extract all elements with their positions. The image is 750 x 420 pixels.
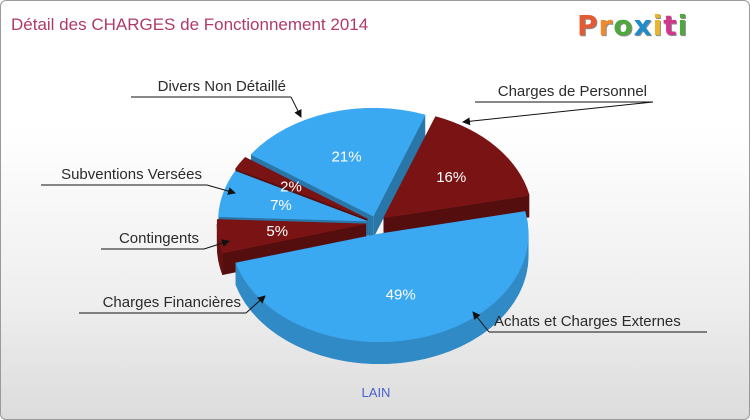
- slice-percent-label: 7%: [270, 197, 292, 214]
- callout-charges-financieres: Charges Financières: [79, 294, 266, 314]
- legend-label: Charges Financières: [103, 294, 241, 311]
- logo-letter: i: [677, 9, 689, 42]
- slice-percent-label: 49%: [386, 287, 416, 304]
- callout-charges-de-personnel: Charges de Personnel: [462, 83, 654, 126]
- slice-percent-label: 5%: [266, 223, 288, 240]
- logo-letter: t: [663, 9, 678, 42]
- callout-subventions-versees: Subventions Versées: [41, 166, 236, 195]
- logo-letter: i: [652, 9, 664, 42]
- slice-percent-label: 2%: [280, 178, 302, 195]
- legend-label: Contingents: [119, 230, 199, 247]
- legend-label: Divers Non Détaillé: [158, 78, 286, 95]
- logo-letter: o: [613, 9, 634, 42]
- proxiti-logo: Proxiti: [577, 9, 688, 42]
- logo-letter: P: [577, 9, 599, 42]
- slice-charges-financieres: [216, 219, 367, 254]
- slice-charges-de-personnel: [383, 116, 530, 219]
- callout-arrow: [472, 311, 490, 333]
- callout-arrow: [290, 96, 302, 118]
- logo-letter: x: [633, 9, 653, 42]
- chart-title: Détail des CHARGES de Fonctionnement 201…: [11, 15, 369, 34]
- legend-label: Achats et Charges Externes: [494, 313, 681, 330]
- slice-contingents: [218, 170, 368, 222]
- slice-percent-label: 21%: [332, 148, 362, 165]
- legend-label: Subventions Versées: [61, 166, 202, 183]
- callout-arrow: [203, 239, 230, 250]
- callout-arrow: [462, 101, 654, 126]
- callout-achats-et-charges-externes: Achats et Charges Externes: [472, 311, 707, 333]
- callout-arrow: [206, 184, 236, 195]
- slice-percent-label: 16%: [436, 169, 466, 186]
- callout-arrow: [245, 295, 266, 314]
- slice-edge-divers-non-detaille: [373, 114, 426, 239]
- callout-contingents: Contingents: [101, 230, 230, 250]
- legend-label: Charges de Personnel: [498, 83, 647, 100]
- logo-letter: r: [598, 9, 614, 42]
- commune-name: LAIN: [361, 385, 391, 400]
- slice-divers-non-detaille: [250, 107, 426, 217]
- slice-subventions-versees: [235, 156, 368, 220]
- callout-divers-non-detaille: Divers Non Détaillé: [131, 78, 302, 118]
